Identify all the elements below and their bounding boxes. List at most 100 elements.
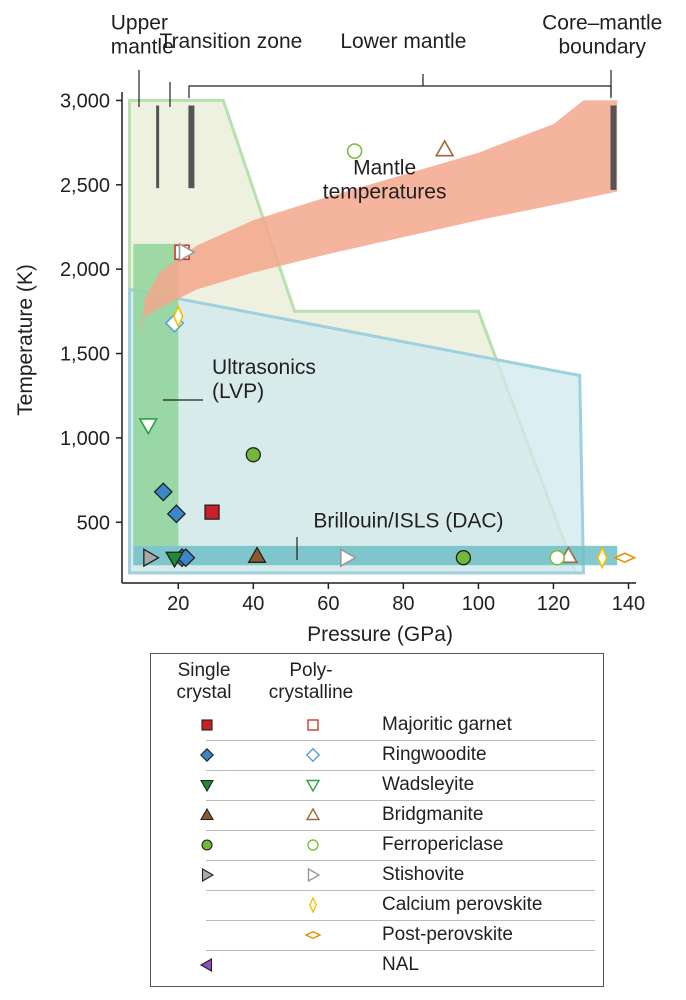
point-calcium-perovskite-poly	[596, 545, 608, 570]
y-tick-label: 3,000	[60, 90, 110, 112]
legend-marker-single	[200, 779, 214, 793]
region-brillouin-isls-dac-outline	[128, 287, 586, 575]
point-bridgmanite-single	[247, 546, 267, 563]
point-stishovite-single	[143, 548, 160, 568]
legend-marker-single	[199, 958, 213, 972]
chart-regions	[128, 98, 618, 575]
point-ringwoodite-single	[166, 504, 187, 524]
legend-marker-poly	[305, 807, 321, 821]
point-bridgmanite-poly	[434, 139, 455, 157]
region-lvp-darker-band	[133, 243, 179, 546]
legend-marker-shape	[307, 867, 321, 883]
legend-marker-poly	[307, 719, 319, 731]
x-axis-label: Pressure (GPa)	[307, 623, 453, 646]
legend-marker-shape	[305, 747, 321, 763]
legend-item-label: Ringwoodite	[382, 744, 487, 765]
legend-marker-shape	[200, 807, 214, 821]
legend-item: Bridgmanite	[200, 800, 595, 831]
y-tick-label: 2,500	[60, 175, 110, 197]
point-ferropericlase-single	[455, 550, 472, 566]
x-tick-label: 140	[612, 593, 645, 615]
region-dac-darker-band	[133, 545, 618, 566]
point-stishovite-poly	[340, 547, 358, 568]
y-tick-label: 1,500	[60, 344, 110, 366]
annotation-ultrasonics-lvp: Ultrasonics (LVP)	[212, 356, 316, 403]
x-tick-label: 60	[317, 593, 339, 615]
legend-marker-shape	[200, 748, 214, 762]
point-wadsleyite-poly	[138, 418, 159, 436]
legend-item-label: Stishovite	[382, 864, 465, 885]
legend-item: Calcium perovskite	[206, 890, 595, 921]
legend-marker-single	[201, 719, 213, 731]
region-mantle-temperatures	[140, 100, 618, 337]
legend-marker-poly	[305, 779, 321, 793]
point-ferropericlase-poly	[549, 549, 566, 566]
legend-marker-poly	[305, 931, 321, 939]
legend-marker-single	[201, 839, 213, 851]
boundary-bar-1	[156, 105, 160, 189]
legend-item: Majoritic garnet	[201, 710, 595, 741]
point-post-perovskite-poly	[613, 552, 637, 564]
point-ferropericlase-single	[245, 447, 261, 463]
annotation-lower-mantle: Lower mantle	[340, 30, 466, 53]
legend-marker-shape	[305, 931, 321, 939]
legend-item-label: NAL	[382, 954, 419, 975]
legend-marker-single	[200, 807, 214, 821]
point-stishovite-poly	[178, 242, 196, 263]
point-ferropericlase-poly	[346, 143, 363, 159]
boundary-bars	[156, 105, 617, 190]
boundary-bar-2	[188, 105, 195, 189]
bracket-lower-mantle	[188, 74, 612, 98]
legend-marker-shape	[199, 958, 213, 972]
legend-item-label: Bridgmanite	[382, 804, 484, 825]
annotation-core-mantle-boundary: Core–mantle boundary	[542, 12, 662, 59]
legend-item: Stishovite	[201, 860, 595, 891]
x-tick-label: 40	[242, 593, 264, 615]
legend-item-label: Ferropericlase	[382, 834, 504, 855]
legend-item: Post-perovskite	[206, 920, 595, 951]
legend-item-label: Post-perovskite	[382, 924, 513, 945]
legend-marker-shape	[309, 897, 317, 913]
legend-item: Ringwoodite	[200, 740, 595, 771]
legend-marker-shape	[305, 807, 321, 821]
legend-marker-poly	[307, 867, 321, 883]
annotation-upper-mantle: Upper mantle	[111, 12, 174, 59]
x-tick-label: 20	[167, 593, 189, 615]
data-points	[138, 139, 637, 570]
legend-marker-shape	[307, 839, 319, 851]
legend-item: Wadsleyite	[200, 770, 595, 801]
legend-item-label: Wadsleyite	[382, 774, 475, 795]
point-ringwoodite-single	[153, 482, 173, 502]
legend-marker-shape	[201, 839, 213, 851]
legend-header-poly: Poly-crystalline	[268, 660, 354, 703]
x-tick-label: 100	[462, 593, 495, 615]
legend-marker-shape	[305, 779, 321, 793]
y-tick-label: 1,000	[60, 428, 110, 450]
annotation-transition-zone: Transition zone	[160, 30, 303, 53]
point-wadsleyite-single	[165, 551, 185, 569]
legend-marker-single	[201, 868, 215, 882]
point-calcium-perovskite-poly	[172, 304, 184, 329]
y-axis-label: Temperature (K)	[14, 264, 37, 416]
annotation-brillouin-isls-dac: Brillouin/ISLS (DAC)	[313, 509, 503, 532]
legend-marker-poly	[305, 747, 321, 763]
boundary-bar-3	[610, 105, 617, 190]
y-tick-label: 500	[77, 512, 110, 534]
legend-marker-shape	[307, 719, 319, 731]
legend-item: Ferropericlase	[201, 830, 595, 861]
annotation-mantle-temperatures: Mantle temperatures	[323, 157, 447, 204]
legend-marker-single	[200, 748, 214, 762]
x-tick-label: 120	[537, 593, 570, 615]
legend-marker-shape	[201, 868, 215, 882]
legend-marker-poly	[307, 839, 319, 851]
legend-item-label: Majoritic garnet	[382, 714, 512, 735]
point-majoritic-garnet-single	[204, 504, 220, 520]
x-tick-label: 80	[392, 593, 414, 615]
y-tick-label: 2,000	[60, 259, 110, 281]
legend-header-single: Single crystal	[176, 660, 232, 703]
legend-box: Single crystal Poly-crystalline Majoritic…	[150, 653, 604, 987]
legend-marker-shape	[201, 719, 213, 731]
legend-marker-shape	[200, 779, 214, 793]
